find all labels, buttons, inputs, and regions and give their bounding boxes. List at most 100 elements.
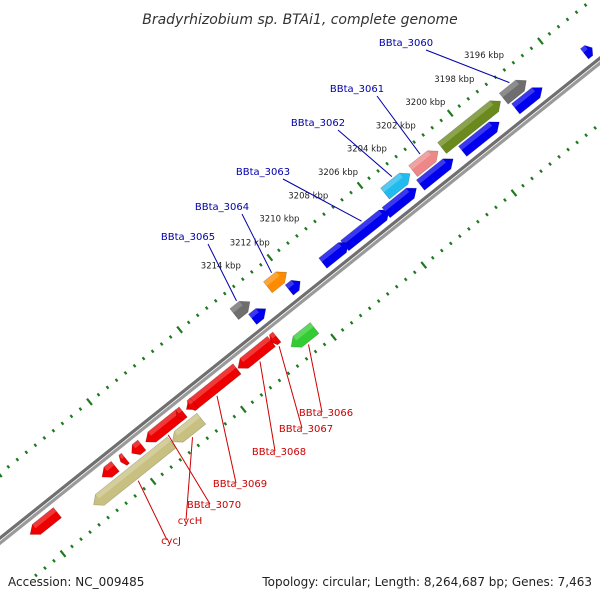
tick-outer — [240, 277, 245, 282]
tick-inner — [250, 400, 255, 405]
gene-arrow-g6 — [263, 271, 287, 294]
tick-inner — [566, 147, 570, 152]
gene-arrow-g10-shine — [318, 242, 342, 262]
tick-inner — [52, 558, 56, 563]
tick-inner — [223, 421, 228, 426]
tick-outer — [367, 176, 371, 181]
kbp-label: 3196 kbp — [464, 51, 504, 61]
gene-arrow-r1-shine — [293, 322, 314, 341]
gene-labels: BBta_3060 BBta_3061 BBta_3062 BBta_3063 BBta… — [137, 38, 510, 547]
backbone-line-2 — [0, 56, 600, 541]
gene-label-r6: cycH — [178, 516, 202, 527]
tick-inner — [557, 154, 561, 159]
tick-outer — [349, 190, 353, 195]
topology-summary: Topology: circular; Length: 8,264,687 bp… — [261, 575, 592, 589]
leader-line-g3 — [376, 95, 421, 155]
gene-arrow-r2 — [269, 331, 282, 346]
gene-arrow-r5-shine — [147, 409, 180, 436]
gene-arrow-g3 — [408, 150, 439, 178]
tick-outer — [466, 96, 471, 101]
tick-outer — [78, 407, 83, 411]
tick-inner — [79, 537, 83, 542]
tick-outer — [430, 125, 435, 130]
gene-arrow-r8-shine — [103, 461, 115, 471]
tick-outer — [258, 262, 263, 267]
gene-arrow-g13 — [458, 121, 500, 157]
gene-label-r1: BBta_3066 — [299, 408, 353, 419]
tick-outer — [502, 68, 507, 72]
tick-inner — [340, 328, 345, 332]
tick-inner — [420, 261, 428, 269]
gene-arrow-g14-shine — [511, 87, 535, 108]
tick-outer — [322, 212, 326, 217]
kbp-label: 3198 kbp — [434, 75, 474, 85]
gene-arrow-g7-shine — [229, 301, 243, 313]
tick-outer — [529, 46, 534, 51]
gene-arrow-g11-shine — [382, 188, 410, 212]
gene-arrow-g8 — [248, 308, 267, 325]
gene-arrow-g6-shine — [263, 271, 280, 286]
tick-outer — [511, 60, 516, 65]
tick-outer — [403, 147, 407, 152]
tick-inner — [240, 405, 247, 414]
tick-marks — [0, 3, 597, 578]
tick-outer — [313, 219, 317, 224]
genome-backbone — [0, 56, 600, 546]
gene-arrow-g12-shine — [416, 158, 446, 184]
gene-arrow-g4-shine — [380, 173, 403, 193]
tick-inner — [476, 219, 480, 224]
gene-label-g3: BBta_3061 — [330, 84, 384, 95]
gene-arrow-g10 — [318, 242, 349, 269]
gene-arrow-r13 — [29, 507, 62, 535]
tick-inner — [530, 176, 534, 181]
tick-outer — [186, 320, 191, 325]
tick-outer — [304, 226, 308, 231]
tick-inner — [142, 486, 147, 491]
gene-arrow-r1 — [290, 322, 320, 348]
gene-arrow-g3-shine — [408, 150, 431, 170]
tick-inner — [548, 162, 552, 166]
gene-arrow-r7 — [93, 436, 177, 506]
tick-inner — [304, 356, 309, 361]
tick-outer — [331, 205, 335, 209]
gene-arrow-r9-shine — [118, 453, 125, 460]
tick-outer — [86, 398, 93, 406]
leader-line-r7 — [137, 480, 168, 541]
gene-arrow-g5-shine — [340, 210, 382, 245]
gene-arrow-r2-shine — [269, 332, 276, 339]
tick-inner — [539, 169, 543, 174]
leader-line-r5 — [167, 434, 211, 505]
tick-inner — [593, 126, 597, 130]
tick-outer — [105, 385, 110, 390]
tick-outer — [484, 82, 489, 87]
tick-outer — [537, 37, 544, 45]
tick-inner — [88, 530, 92, 534]
gene-arrow-r10-shine — [132, 440, 141, 449]
tick-inner — [494, 205, 498, 210]
gene-arrow-g8-shine — [248, 308, 259, 319]
gene-features — [29, 45, 594, 535]
tick-inner — [70, 544, 74, 549]
tick-inner — [322, 342, 327, 347]
kbp-label: 3204 kbp — [347, 145, 387, 155]
gene-arrow-r10 — [131, 439, 147, 456]
gene-arrow-r3-shine — [240, 336, 271, 363]
tick-inner — [205, 436, 210, 441]
gene-arrow-r9 — [118, 452, 130, 466]
tick-outer — [412, 140, 417, 145]
tick-inner — [403, 277, 408, 282]
tick-outer — [222, 291, 227, 296]
tick-inner — [34, 573, 38, 578]
leader-line-g6 — [241, 213, 273, 274]
tick-inner — [510, 189, 518, 197]
tick-inner — [394, 284, 399, 289]
gene-arrow-g9-shine — [285, 280, 295, 289]
kbp-label: 3214 kbp — [201, 262, 241, 272]
gene-arrow-g1-shine — [499, 80, 519, 98]
tick-inner — [439, 248, 444, 253]
gene-arrow-g14 — [511, 87, 543, 115]
leader-line-r3 — [259, 361, 276, 452]
tick-outer — [475, 89, 480, 94]
tick-inner — [59, 549, 67, 558]
